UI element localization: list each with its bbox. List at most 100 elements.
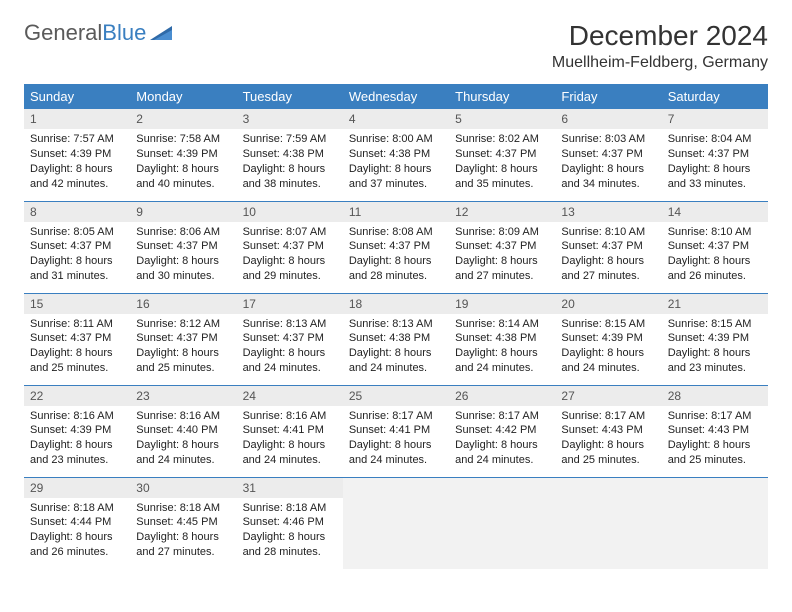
calendar-row: 1Sunrise: 7:57 AMSunset: 4:39 PMDaylight… xyxy=(24,109,768,201)
daylight-text: Daylight: 8 hours and 24 minutes. xyxy=(243,438,337,468)
sunset-text: Sunset: 4:37 PM xyxy=(561,239,655,254)
daylight-text: Daylight: 8 hours and 28 minutes. xyxy=(243,530,337,560)
sunset-text: Sunset: 4:38 PM xyxy=(349,147,443,162)
daylight-text: Daylight: 8 hours and 30 minutes. xyxy=(136,254,230,284)
daylight-text: Daylight: 8 hours and 40 minutes. xyxy=(136,162,230,192)
day-cell xyxy=(662,477,768,569)
daylight-text: Daylight: 8 hours and 24 minutes. xyxy=(455,346,549,376)
day-details: Sunrise: 8:05 AMSunset: 4:37 PMDaylight:… xyxy=(24,222,130,290)
daylight-text: Daylight: 8 hours and 24 minutes. xyxy=(349,438,443,468)
sunset-text: Sunset: 4:41 PM xyxy=(243,423,337,438)
sunrise-text: Sunrise: 8:03 AM xyxy=(561,132,655,147)
logo-text-1: General xyxy=(24,20,102,46)
day-details: Sunrise: 8:02 AMSunset: 4:37 PMDaylight:… xyxy=(449,129,555,197)
day-cell xyxy=(449,477,555,569)
sunrise-text: Sunrise: 8:17 AM xyxy=(349,409,443,424)
daylight-text: Daylight: 8 hours and 26 minutes. xyxy=(668,254,762,284)
sunrise-text: Sunrise: 8:09 AM xyxy=(455,225,549,240)
day-cell: 9Sunrise: 8:06 AMSunset: 4:37 PMDaylight… xyxy=(130,201,236,293)
col-thursday: Thursday xyxy=(449,84,555,109)
daylight-text: Daylight: 8 hours and 23 minutes. xyxy=(30,438,124,468)
daylight-text: Daylight: 8 hours and 25 minutes. xyxy=(136,346,230,376)
day-number: 9 xyxy=(130,202,236,222)
day-number: 20 xyxy=(555,294,661,314)
day-number: 25 xyxy=(343,386,449,406)
day-cell: 17Sunrise: 8:13 AMSunset: 4:37 PMDayligh… xyxy=(237,293,343,385)
sunset-text: Sunset: 4:39 PM xyxy=(136,147,230,162)
daylight-text: Daylight: 8 hours and 24 minutes. xyxy=(136,438,230,468)
sunrise-text: Sunrise: 8:11 AM xyxy=(30,317,124,332)
daylight-text: Daylight: 8 hours and 31 minutes. xyxy=(30,254,124,284)
col-tuesday: Tuesday xyxy=(237,84,343,109)
day-number: 10 xyxy=(237,202,343,222)
day-cell: 1Sunrise: 7:57 AMSunset: 4:39 PMDaylight… xyxy=(24,109,130,201)
sunset-text: Sunset: 4:37 PM xyxy=(668,239,762,254)
day-details: Sunrise: 8:16 AMSunset: 4:41 PMDaylight:… xyxy=(237,406,343,474)
sunrise-text: Sunrise: 7:58 AM xyxy=(136,132,230,147)
sunset-text: Sunset: 4:37 PM xyxy=(349,239,443,254)
day-details: Sunrise: 8:07 AMSunset: 4:37 PMDaylight:… xyxy=(237,222,343,290)
day-cell: 19Sunrise: 8:14 AMSunset: 4:38 PMDayligh… xyxy=(449,293,555,385)
sunset-text: Sunset: 4:44 PM xyxy=(30,515,124,530)
day-number: 23 xyxy=(130,386,236,406)
day-number: 8 xyxy=(24,202,130,222)
day-number: 18 xyxy=(343,294,449,314)
sunrise-text: Sunrise: 8:13 AM xyxy=(349,317,443,332)
day-details: Sunrise: 8:12 AMSunset: 4:37 PMDaylight:… xyxy=(130,314,236,382)
day-details: Sunrise: 8:03 AMSunset: 4:37 PMDaylight:… xyxy=(555,129,661,197)
calendar-row: 15 Sunrise: 8:11 AM Sunset: 4:37 PM Dayligh… xyxy=(24,293,768,385)
sunset-text: Sunset: 4:37 PM xyxy=(455,147,549,162)
day-details: Sunrise: 8:13 AMSunset: 4:38 PMDaylight:… xyxy=(343,314,449,382)
sunrise-text: Sunrise: 8:17 AM xyxy=(455,409,549,424)
day-cell: 28Sunrise: 8:17 AMSunset: 4:43 PMDayligh… xyxy=(662,385,768,477)
sunrise-text: Sunrise: 8:07 AM xyxy=(243,225,337,240)
sunrise-text: Sunrise: 8:15 AM xyxy=(561,317,655,332)
sunrise-text: Sunrise: 8:06 AM xyxy=(136,225,230,240)
sunset-text: Sunset: 4:42 PM xyxy=(455,423,549,438)
col-wednesday: Wednesday xyxy=(343,84,449,109)
day-cell xyxy=(555,477,661,569)
day-cell: 21Sunrise: 8:15 AMSunset: 4:39 PMDayligh… xyxy=(662,293,768,385)
daylight-text: Daylight: 8 hours and 29 minutes. xyxy=(243,254,337,284)
day-cell: 14Sunrise: 8:10 AMSunset: 4:37 PMDayligh… xyxy=(662,201,768,293)
daylight-text: Daylight: 8 hours and 27 minutes. xyxy=(455,254,549,284)
col-sunday: Sunday xyxy=(24,84,130,109)
day-details: Sunrise: 8:14 AMSunset: 4:38 PMDaylight:… xyxy=(449,314,555,382)
day-number: 6 xyxy=(555,109,661,129)
day-cell: 26Sunrise: 8:17 AMSunset: 4:42 PMDayligh… xyxy=(449,385,555,477)
sunset-text: Sunset: 4:37 PM xyxy=(243,331,337,346)
calendar-row: 29Sunrise: 8:18 AMSunset: 4:44 PMDayligh… xyxy=(24,477,768,569)
day-cell: 13Sunrise: 8:10 AMSunset: 4:37 PMDayligh… xyxy=(555,201,661,293)
logo-text-2: Blue xyxy=(102,20,146,46)
day-details: Sunrise: 8:16 AMSunset: 4:40 PMDaylight:… xyxy=(130,406,236,474)
day-cell: 5Sunrise: 8:02 AMSunset: 4:37 PMDaylight… xyxy=(449,109,555,201)
sunset-text: Sunset: 4:40 PM xyxy=(136,423,230,438)
sunset-text: Sunset: 4:39 PM xyxy=(668,331,762,346)
day-cell: 6Sunrise: 8:03 AMSunset: 4:37 PMDaylight… xyxy=(555,109,661,201)
daylight-text: Daylight: 8 hours and 27 minutes. xyxy=(136,530,230,560)
sunset-text: Sunset: 4:37 PM xyxy=(30,239,124,254)
sunrise-text: Sunrise: 8:18 AM xyxy=(243,501,337,516)
day-number: 19 xyxy=(449,294,555,314)
day-details: Sunrise: 8:13 AMSunset: 4:37 PMDaylight:… xyxy=(237,314,343,382)
col-saturday: Saturday xyxy=(662,84,768,109)
sunrise-text: Sunrise: 8:10 AM xyxy=(561,225,655,240)
sunset-text: Sunset: 4:43 PM xyxy=(561,423,655,438)
calendar-page: GeneralBlue December 2024 Muellheim-Feld… xyxy=(0,0,792,589)
daylight-text: Daylight: 8 hours and 27 minutes. xyxy=(561,254,655,284)
day-number: 4 xyxy=(343,109,449,129)
day-cell: 7Sunrise: 8:04 AMSunset: 4:37 PMDaylight… xyxy=(662,109,768,201)
day-number: 15 xyxy=(24,294,130,314)
header: GeneralBlue December 2024 Muellheim-Feld… xyxy=(24,20,768,72)
day-details: Sunrise: 8:15 AMSunset: 4:39 PMDaylight:… xyxy=(555,314,661,382)
daylight-text: Daylight: 8 hours and 24 minutes. xyxy=(455,438,549,468)
day-details: Sunrise: 8:09 AMSunset: 4:37 PMDaylight:… xyxy=(449,222,555,290)
sunrise-text: Sunrise: 8:08 AM xyxy=(349,225,443,240)
daylight-text: Daylight: 8 hours and 23 minutes. xyxy=(668,346,762,376)
sunrise-text: Sunrise: 8:00 AM xyxy=(349,132,443,147)
day-cell: 12Sunrise: 8:09 AMSunset: 4:37 PMDayligh… xyxy=(449,201,555,293)
day-number: 14 xyxy=(662,202,768,222)
title-block: December 2024 Muellheim-Feldberg, German… xyxy=(552,20,768,72)
day-cell: 16Sunrise: 8:12 AMSunset: 4:37 PMDayligh… xyxy=(130,293,236,385)
day-number: 5 xyxy=(449,109,555,129)
